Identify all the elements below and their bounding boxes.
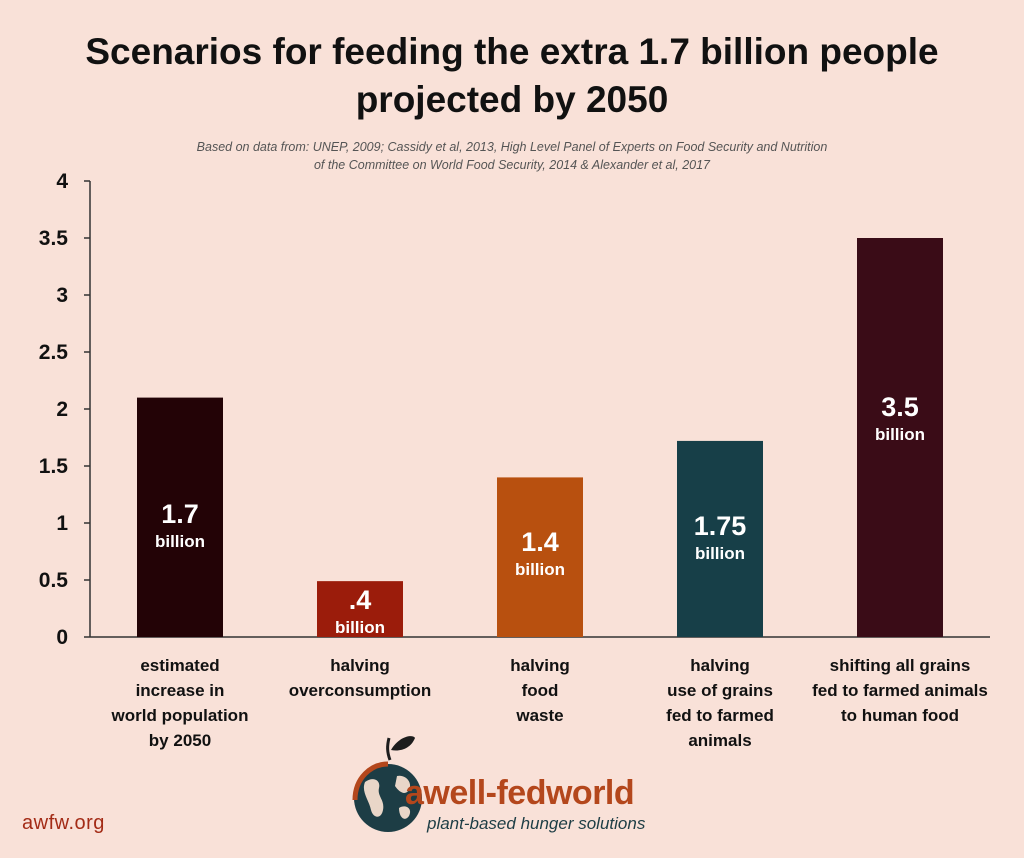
bar <box>137 397 223 637</box>
x-category-label: waste <box>515 706 563 725</box>
chart-title: Scenarios for feeding the extra 1.7 bill… <box>85 31 939 120</box>
y-tick-label: 3 <box>56 284 68 307</box>
bar-unit-label: billion <box>515 560 565 579</box>
x-category-label: animals <box>688 731 751 750</box>
subtitle-line: of the Committee on World Food Security,… <box>313 158 711 172</box>
bar-value-label: .4 <box>349 585 372 615</box>
x-category-label: halving <box>510 656 570 675</box>
bar-value-label: 1.7 <box>161 499 199 529</box>
x-category-label: halving <box>690 656 750 675</box>
bar-value-label: 1.75 <box>694 511 747 541</box>
y-tick-label: 3.5 <box>39 227 69 250</box>
awfw-logo: awell-fedworld plant-based hunger soluti… <box>343 730 743 840</box>
bar <box>497 477 583 637</box>
bar-value-label: 3.5 <box>881 392 919 422</box>
y-tick-label: 0.5 <box>39 569 69 592</box>
bar-value-label: 1.4 <box>521 527 559 557</box>
globe-apple-icon <box>352 736 422 832</box>
y-tick-label: 1 <box>56 512 68 535</box>
x-category-label: world population <box>111 706 249 725</box>
y-tick-label: 2.5 <box>39 341 69 364</box>
x-category-label: fed to farmed animals <box>812 681 988 700</box>
y-tick-label: 2 <box>56 398 68 421</box>
y-tick-label: 0 <box>56 626 68 649</box>
y-tick-label: 1.5 <box>39 455 69 478</box>
bar <box>317 581 403 637</box>
x-category-label: estimated <box>140 656 219 675</box>
x-category-label: food <box>522 681 559 700</box>
logo-tagline: plant-based hunger solutions <box>427 814 646 833</box>
x-category-label: halving <box>330 656 390 675</box>
x-category-label: fed to farmed <box>666 706 774 725</box>
bar-unit-label: billion <box>695 544 745 563</box>
subtitle-line: Based on data from: UNEP, 2009; Cassidy … <box>196 140 828 154</box>
bar-unit-label: billion <box>335 618 385 637</box>
x-category-label: increase in <box>136 681 225 700</box>
bar-unit-label: billion <box>875 425 925 444</box>
x-category-label: by 2050 <box>149 731 211 750</box>
y-tick-label: 4 <box>56 170 68 193</box>
bar-unit-label: billion <box>155 532 205 551</box>
x-category-label: overconsumption <box>289 681 432 700</box>
bar <box>677 440 763 637</box>
chart-subtitle: Based on data from: UNEP, 2009; Cassidy … <box>0 138 1024 174</box>
logo-wordmark: awell-fedworld <box>405 774 635 812</box>
bar <box>857 238 943 637</box>
x-category-label: shifting all grains <box>830 656 971 675</box>
site-url[interactable]: awfw.org <box>22 812 105 834</box>
x-category-label: use of grains <box>667 681 773 700</box>
x-category-label: to human food <box>841 706 959 725</box>
